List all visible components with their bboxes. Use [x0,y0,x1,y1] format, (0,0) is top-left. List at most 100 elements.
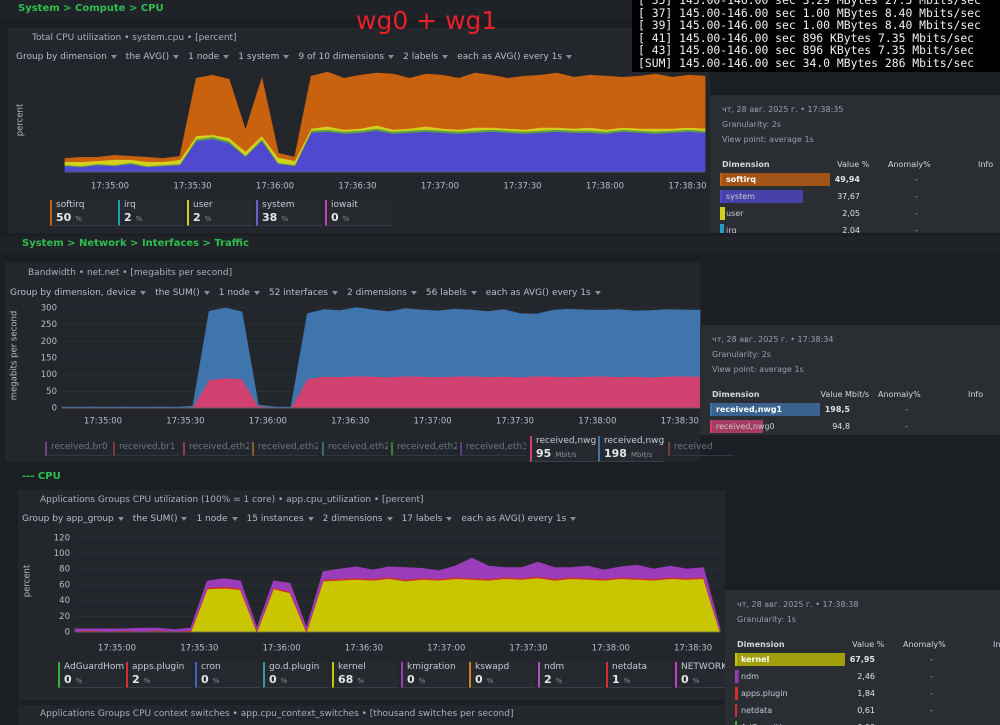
x-tick-label: 17:35:30 [166,417,204,427]
x-tick-label: 17:37:00 [421,182,459,192]
legend-name: softirq [56,200,85,210]
tooltip-view-point: View point: average 1s [712,365,804,374]
legend-unit: % [75,677,83,685]
tooltip-bar [720,207,725,220]
control[interactable]: 52 interfaces [269,288,338,298]
x-tick-label: 17:37:00 [427,644,465,654]
legend-unit: % [623,677,631,685]
y-axis-label: megabits per second [10,311,20,400]
terminal-line: [ 39] 145.00-146.00 sec 1.00 MBytes 8.40… [638,18,981,32]
legend-name: received,nwg1 [604,436,664,446]
legend-name: received,eth2.3 [328,442,388,452]
legend-item: received,nwg0 95 Mbit/s [530,436,596,462]
legend-name: kernel [338,662,366,672]
x-tick-label: 17:36:00 [249,417,287,427]
legend-item: apps.plugin 2% [126,662,192,688]
control[interactable]: 1 node [219,288,260,298]
legend-unit: % [486,677,494,685]
x-tick-label: 17:38:00 [586,182,624,192]
control[interactable]: the SUM() [155,288,210,298]
legend-value: 95 [536,447,552,460]
legend-value: 2 [124,211,132,224]
x-tick-label: 17:37:00 [414,417,452,427]
x-tick-label: 17:36:00 [263,644,301,654]
tooltip-name: system [726,192,755,201]
control[interactable]: 9 of 10 dimensions [298,52,394,62]
control[interactable]: 17 labels [402,514,453,524]
tooltip-granularity: Granularity: 2s [722,120,781,129]
control[interactable]: the AVG() [126,52,179,62]
tooltip-column: Info [993,640,1000,649]
tooltip-bar [720,173,830,186]
section-strip [0,0,632,18]
overlay-label: wg0 + wg1 [356,6,498,35]
tooltip-anomaly: - [930,655,933,664]
breadcrumb: --- CPU [22,471,61,482]
legend-value: 68 [338,673,354,686]
tooltip-name: irq [726,226,737,233]
tooltip-value: 198,5 [824,405,850,414]
legend-value: 0 [64,673,72,686]
y-tick-label: 100 [41,370,57,380]
legend-value-row: 0% [475,673,535,686]
x-tick-label: 17:36:30 [345,644,383,654]
control[interactable]: the SUM() [133,514,188,524]
legend-value: 1 [612,673,620,686]
y-tick-label: 120 [54,533,70,543]
legend-name: received,eth2.9 [397,442,457,452]
y-tick-label: 40 [59,596,70,606]
legend-item: received,eth3 [460,442,526,456]
tooltip-value: 94,8 [832,422,850,431]
legend-name: user [193,200,213,210]
tooltip-value: 2,05 [842,209,860,218]
control[interactable]: 2 labels [403,52,448,62]
legend-item: received,eth2.3 [322,442,388,456]
control[interactable]: each as AVG() every 1s [486,288,601,298]
control[interactable]: 2 dimensions [347,288,417,298]
control[interactable]: 1 node [188,52,229,62]
legend-unit: % [555,677,563,685]
control[interactable]: Group by app_group [22,514,124,524]
x-tick-label: 17:36:00 [256,182,294,192]
legend-value-row: 0% [331,211,391,224]
legend-value: 50 [56,211,72,224]
legend-item: irq 2% [118,200,184,226]
control[interactable]: each as AVG() every 1s [457,52,572,62]
legend-value-row: 0% [407,673,467,686]
y-tick-label: 250 [41,320,57,330]
legend-value-row: 95 Mbit/s [536,447,596,460]
control[interactable]: 1 node [196,514,237,524]
control[interactable]: Group by dimension, device [10,288,146,298]
legend-unit: % [75,215,82,223]
legend-value-row: 2% [124,211,184,224]
tooltip-column: Dimension [712,390,760,399]
area-series [64,71,706,162]
chart-title: Total CPU utilization • system.cpu • [pe… [32,33,237,43]
tooltip-bar [720,224,725,233]
legend-unit: % [204,215,212,223]
legend-value-row: 38% [262,211,322,224]
legend-unit: % [143,677,151,685]
x-tick-label: 17:38:30 [674,644,712,654]
control[interactable]: 15 instances [247,514,314,524]
breadcrumb: System > Network > Interfaces > Traffic [22,238,249,249]
legend-item: softirq 50% [50,200,116,226]
control[interactable]: 56 labels [426,288,477,298]
y-tick-label: 80 [59,565,70,575]
tooltip-name: kernel [741,655,770,664]
control[interactable]: each as AVG() every 1s [461,514,576,524]
control[interactable]: 2 dimensions [323,514,393,524]
control[interactable]: 1 system [238,52,289,62]
section-strip [0,236,1000,254]
terminal-line: [ 37] 145.00-146.00 sec 1.00 MBytes 8.40… [638,5,981,20]
legend-name: received,eth2 [189,442,249,452]
x-tick-label: 17:35:00 [91,182,129,192]
terminal: [ 35] 145.00-146.00 sec 3.29 MBytes 27.5… [632,0,1000,72]
legend-value-row: 0% [681,673,741,686]
legend-item: system 38% [256,200,322,226]
legend-name: apps.plugin [132,662,185,672]
control[interactable]: Group by dimension [16,52,117,62]
area-series [75,577,721,634]
area-series [74,557,721,632]
legend-value: 2 [193,211,201,224]
